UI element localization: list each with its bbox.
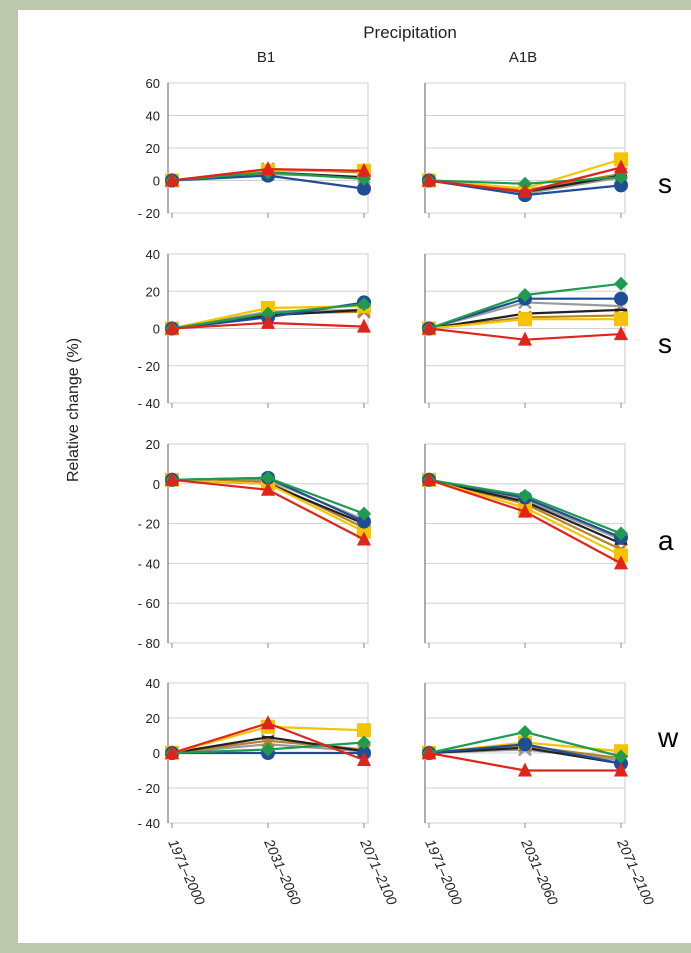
data-point-triangle (518, 183, 532, 198)
data-point-diamond (518, 488, 532, 503)
data-point-diamond (518, 287, 532, 302)
data-point-triangle (422, 745, 436, 759)
column-title-a1b: A1B (509, 49, 537, 66)
data-point-triangle (357, 318, 371, 333)
side-letter-row2: s (658, 328, 672, 359)
data-point-triangle (614, 159, 628, 174)
data-point-square (518, 312, 532, 327)
data-point-diamond (357, 506, 371, 521)
data-point-circle (614, 291, 628, 306)
figure-title: Precipitation (363, 23, 457, 42)
panel-row4-B1: 40 20 0 - 20 - 40 (138, 676, 371, 831)
y-tick-label: 0 (153, 477, 160, 492)
data-point-triangle (614, 555, 628, 570)
data-point-circle (614, 178, 628, 193)
data-point-triangle (357, 752, 371, 766)
data-point-diamond (614, 170, 628, 185)
data-point-triangle (357, 162, 371, 177)
side-letter-row1: s (658, 168, 672, 199)
data-point-circle (518, 737, 532, 752)
y-tick-label: - 40 (138, 556, 160, 571)
y-tick-label: - 20 (138, 206, 160, 221)
data-point-triangle (165, 745, 179, 759)
data-point-triangle (261, 715, 275, 730)
data-point-diamond (261, 742, 275, 757)
panels-group: 60 40 20 0 - 20 40 20 0 - 20 - 40 20 0 - 20 - 40 - 60 -… (138, 76, 628, 831)
y-tick-label: 20 (146, 437, 160, 452)
data-point-triangle (614, 326, 628, 341)
side-letter-row3: a (658, 525, 674, 556)
panel-row2-A1B (422, 253, 628, 408)
y-tick-label: 0 (153, 174, 160, 189)
y-tick-label: - 20 (138, 517, 160, 532)
data-point-triangle (422, 172, 436, 187)
data-point-triangle (422, 471, 436, 486)
x-tick-label: 1971–2000 (422, 837, 465, 908)
data-point-diamond (614, 276, 628, 291)
data-point-diamond (518, 176, 532, 191)
data-point-diamond (614, 749, 628, 764)
column-title-b1: B1 (257, 49, 275, 66)
data-point-triangle (518, 331, 532, 346)
data-point-diamond (357, 735, 371, 750)
data-point-diamond (357, 297, 371, 312)
data-point-triangle (422, 320, 436, 335)
y-tick-label: - 40 (138, 396, 160, 411)
panel-row3-B1: 20 0 - 20 - 40 - 60 - 80 (138, 437, 371, 651)
side-letter-row4: w (658, 722, 679, 753)
data-point-triangle (518, 503, 532, 518)
x-tick-label: 2071–2100 (357, 836, 401, 908)
x-tick-labels: 1971–2000 2031–2060 2071–2100 1971–2000 2031… (165, 836, 657, 908)
x-tick-label: 1971–2000 (165, 837, 208, 908)
x-tick-label: 2031–2060 (261, 836, 305, 908)
figure-frame: Precipitation B1 A1B Relative change (%)… (18, 10, 691, 943)
data-point-diamond (614, 526, 628, 541)
data-point-triangle (165, 320, 179, 335)
panel-row3-A1B (422, 443, 628, 648)
data-point-square (614, 152, 628, 167)
data-point-square (614, 312, 628, 327)
panel-row1-A1B (422, 82, 628, 218)
data-point-triangle (165, 471, 179, 486)
y-tick-label: 60 (146, 76, 160, 91)
data-point-triangle (165, 172, 179, 187)
data-point-diamond (261, 470, 275, 485)
y-tick-label: 20 (146, 711, 160, 726)
y-axis-label: Relative change (%) (65, 338, 82, 482)
y-tick-label: 40 (146, 109, 160, 124)
data-point-triangle (518, 762, 532, 777)
data-point-circle (357, 514, 371, 529)
y-tick-label: - 60 (138, 596, 160, 611)
y-tick-label: 20 (146, 284, 160, 299)
panel-row1-B1: 60 40 20 0 - 20 (138, 76, 371, 221)
y-tick-label: - 20 (138, 781, 160, 796)
x-tick-label: 2071–2100 (614, 836, 658, 908)
precipitation-figure: Precipitation B1 A1B Relative change (%)… (65, 23, 657, 908)
data-point-circle (357, 181, 371, 196)
data-point-triangle (261, 481, 275, 496)
y-tick-label: - 40 (138, 816, 160, 831)
y-tick-label: 40 (146, 676, 160, 691)
y-tick-label: 20 (146, 141, 160, 156)
data-point-triangle (614, 762, 628, 777)
data-point-triangle (261, 161, 275, 176)
x-tick-label: 2031–2060 (518, 836, 562, 908)
panel-row2-B1: 40 20 0 - 20 - 40 (138, 247, 371, 411)
data-point-diamond (518, 725, 532, 739)
data-point-diamond (261, 306, 275, 321)
data-point-square (357, 723, 371, 738)
data-point-triangle (261, 314, 275, 329)
y-tick-label: 40 (146, 247, 160, 262)
panel-row4-A1B (422, 682, 628, 828)
y-tick-label: - 20 (138, 359, 160, 374)
data-point-triangle (357, 531, 371, 546)
y-tick-label: 0 (153, 746, 160, 761)
y-tick-label: - 80 (138, 636, 160, 651)
y-tick-label: 0 (153, 322, 160, 337)
